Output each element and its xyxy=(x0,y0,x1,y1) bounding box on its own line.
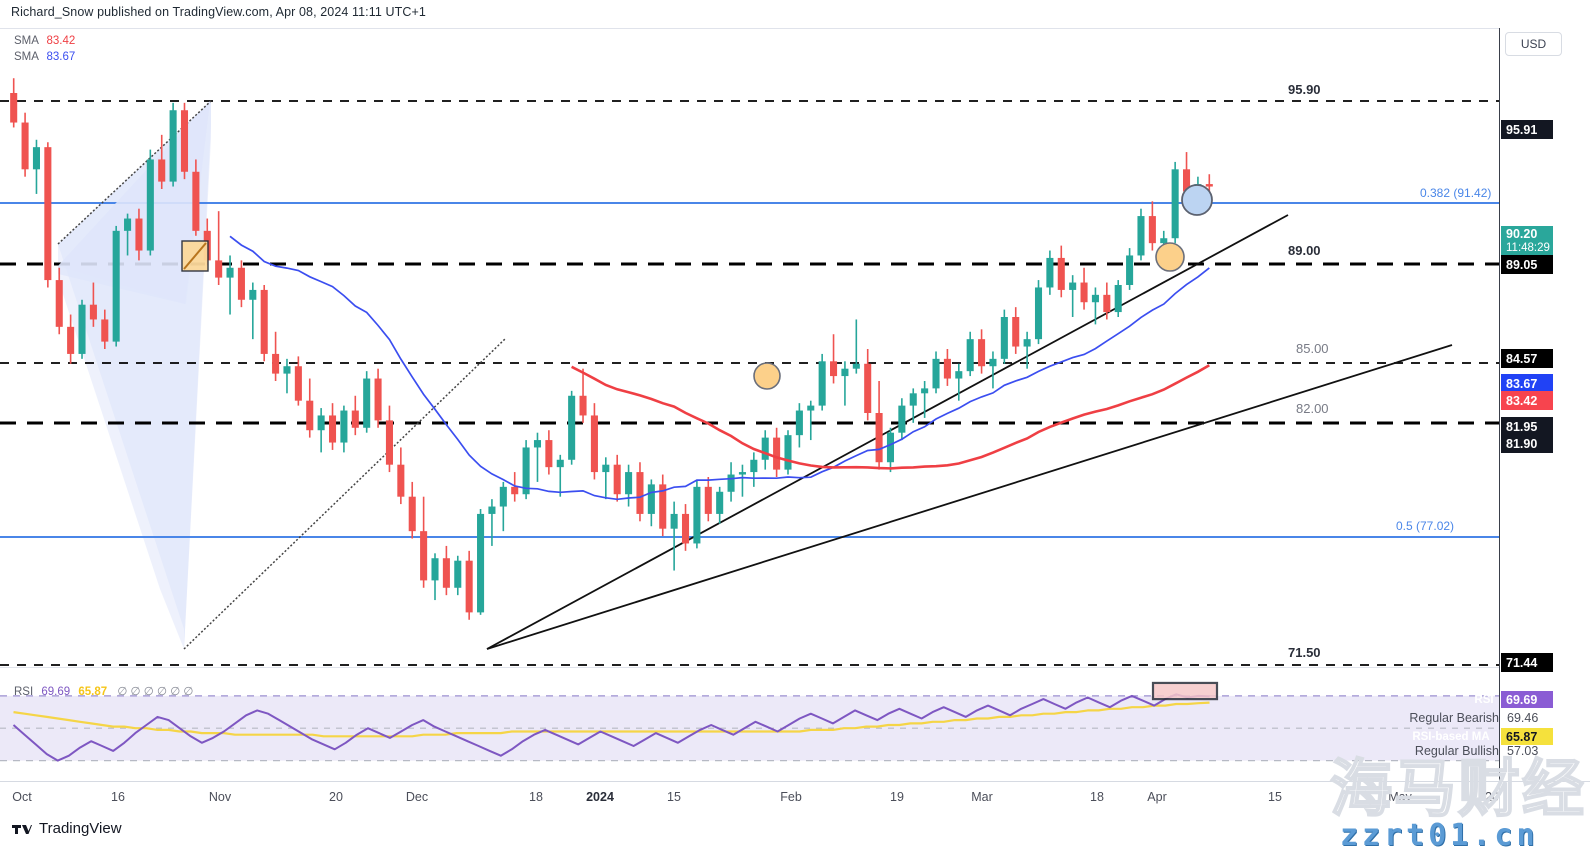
time-label-11: 18 xyxy=(1090,790,1104,804)
price-badge-sma-fast-badge[interactable]: 83.42 xyxy=(1501,391,1553,410)
rsi-legend[interactable]: RSI 69.69 65.87 ∅ ∅ ∅ ∅ ∅ ∅ xyxy=(14,684,193,698)
price-badge-tag-sma-slow-badge[interactable]: SMA:MA xyxy=(1446,377,1494,390)
currency-button[interactable]: USD xyxy=(1505,32,1562,56)
time-label-3: 20 xyxy=(329,790,343,804)
rsi-based-ma-value[interactable]: 65.87 xyxy=(1501,728,1553,745)
sma-fast-label: SMA xyxy=(14,35,39,47)
price-badge-level-7150[interactable]: 71.44 xyxy=(1501,653,1553,672)
level-label-89-00: 89.00 xyxy=(1288,243,1321,258)
fib-label-0382: 0.382 (91.42) xyxy=(1420,186,1492,200)
regular-bullish-value: 57.03 xyxy=(1507,744,1539,758)
time-axis[interactable]: Oct 16 Nov 20 Dec 18 2024 15 Feb 19 Mar 18 Apr 15 May 2… xyxy=(0,781,1499,814)
price-badge-level-8200-a[interactable]: 81.95 xyxy=(1501,417,1553,436)
last-price-value: 90.20 xyxy=(1506,227,1538,241)
time-label-10: Mar xyxy=(971,790,993,804)
time-label-8: Feb xyxy=(780,790,802,804)
tradingview-brand[interactable]: TradingView xyxy=(12,820,122,837)
sma-slow-label: SMA xyxy=(14,51,39,63)
price-badge-tag-last-price[interactable]: UKOIL xyxy=(1461,228,1497,240)
tv-mark-svg xyxy=(12,825,32,834)
price-badge-resistance-9590[interactable]: 95.91 xyxy=(1501,120,1553,139)
regular-bearish-value: 69.46 xyxy=(1507,711,1539,725)
sma-slow-value: 83.67 xyxy=(46,51,76,63)
time-label-1: 16 xyxy=(111,790,125,804)
time-label-2: Nov xyxy=(208,790,232,804)
sma-legend: SMA 83.42 SMA 83.67 xyxy=(14,33,75,65)
regular-bullish-label: Regular Bullish xyxy=(1414,744,1499,758)
level-label-71-50: 71.50 xyxy=(1288,645,1321,660)
price-badge-sma-slow-badge[interactable]: 83.67 xyxy=(1501,374,1553,393)
level-label-82-00: 82.00 xyxy=(1296,401,1329,416)
rsi-badge-tag[interactable]: RSI xyxy=(1474,693,1494,706)
price-badge-level-8500[interactable]: 84.57 xyxy=(1501,349,1553,368)
level-label-95-90: 95.90 xyxy=(1288,82,1321,97)
rsi-badge-value[interactable]: 69.69 xyxy=(1501,691,1553,708)
price-chart-pane[interactable] xyxy=(0,28,1499,668)
tradingview-logo-icon xyxy=(12,822,32,835)
level-label-85-00: 85.00 xyxy=(1296,341,1329,356)
rsi-legend-label: RSI xyxy=(14,686,34,698)
watermark-url: zzrt01.cn xyxy=(1340,818,1539,853)
rsi-legend-ma-value: 65.87 xyxy=(78,686,108,698)
price-badge-level-8200-b[interactable]: 81.90 xyxy=(1501,434,1553,453)
sma-fast-value: 83.42 xyxy=(46,35,76,47)
price-badge-last-price[interactable]: 90.20 11:48:29 xyxy=(1501,226,1553,256)
rsi-legend-value: 69.69 xyxy=(41,686,71,698)
time-label-7: 15 xyxy=(667,790,681,804)
rsi-legend-extras: ∅ ∅ ∅ ∅ ∅ ∅ xyxy=(117,686,194,698)
rsi-pane[interactable] xyxy=(0,670,1499,780)
time-label-5: 18 xyxy=(529,790,543,804)
time-label-9: 19 xyxy=(890,790,904,804)
sma-fast-legend-row[interactable]: SMA 83.42 xyxy=(14,33,75,49)
time-label-12: Apr xyxy=(1147,790,1167,804)
publication-line: Richard_Snow published on TradingView.co… xyxy=(11,5,426,19)
time-label-6: 2024 xyxy=(586,790,614,804)
time-label-14: May xyxy=(1388,790,1412,804)
price-badge-level-8900[interactable]: 89.05 xyxy=(1501,255,1553,274)
axis-corner xyxy=(1499,781,1590,814)
price-badge-tag-sma-fast-badge[interactable]: SMA:MA xyxy=(1446,394,1494,407)
time-label-13: 15 xyxy=(1268,790,1282,804)
fib-label-05: 0.5 (77.02) xyxy=(1396,519,1455,533)
time-label-15: 20 xyxy=(1485,790,1499,804)
last-price-time: 11:48:29 xyxy=(1506,242,1550,254)
rsi-based-ma-tag[interactable]: RSI-based MA xyxy=(1412,730,1490,743)
sma-slow-legend-row[interactable]: SMA 83.67 xyxy=(14,49,75,65)
tradingview-wordmark: TradingView xyxy=(39,820,122,837)
price-chart-canvas xyxy=(0,78,1499,666)
time-label-0: Oct xyxy=(12,790,32,804)
regular-bearish-label: Regular Bearish xyxy=(1409,711,1499,725)
time-label-4: Dec xyxy=(405,790,429,804)
rsi-chart-canvas xyxy=(0,681,1499,762)
